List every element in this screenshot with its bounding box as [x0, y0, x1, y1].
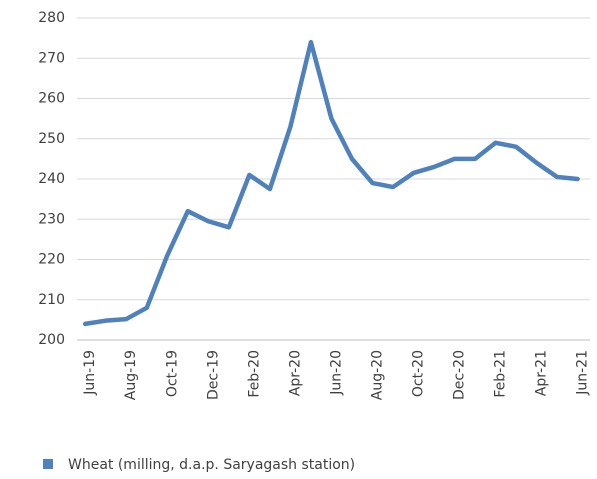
legend-label: Wheat (milling, d.a.p. Saryagash station…	[68, 457, 355, 473]
x-tick-label: Dec-20	[452, 350, 468, 400]
x-tick-label: Dec-19	[205, 350, 221, 400]
x-tick-label: Apr-20	[287, 350, 303, 396]
x-tick-label: Jun-20	[328, 350, 344, 396]
y-tick-label: 220	[38, 252, 65, 268]
legend-swatch	[43, 459, 53, 469]
y-tick-label: 280	[38, 10, 65, 26]
y-tick-label: 210	[38, 292, 65, 308]
x-tick-label: Feb-20	[246, 350, 262, 398]
y-tick-label: 230	[38, 211, 65, 227]
x-tick-label: Jun-21	[575, 350, 591, 396]
y-tick-label: 200	[38, 332, 65, 348]
x-tick-label: Apr-21	[534, 350, 550, 396]
x-tick-label: Feb-21	[493, 350, 509, 398]
x-tick-label: Aug-19	[123, 350, 139, 400]
line-series	[82, 39, 580, 327]
y-tick-label: 260	[38, 91, 65, 107]
x-tick-label: Aug-20	[369, 350, 385, 400]
x-tick-label: Oct-19	[164, 350, 180, 397]
x-tick-label: Jun-19	[82, 350, 98, 396]
y-tick-label: 240	[38, 171, 65, 187]
y-tick-label: 270	[38, 50, 65, 66]
x-tick-label: Oct-20	[411, 350, 427, 397]
y-tick-label: 250	[38, 131, 65, 147]
